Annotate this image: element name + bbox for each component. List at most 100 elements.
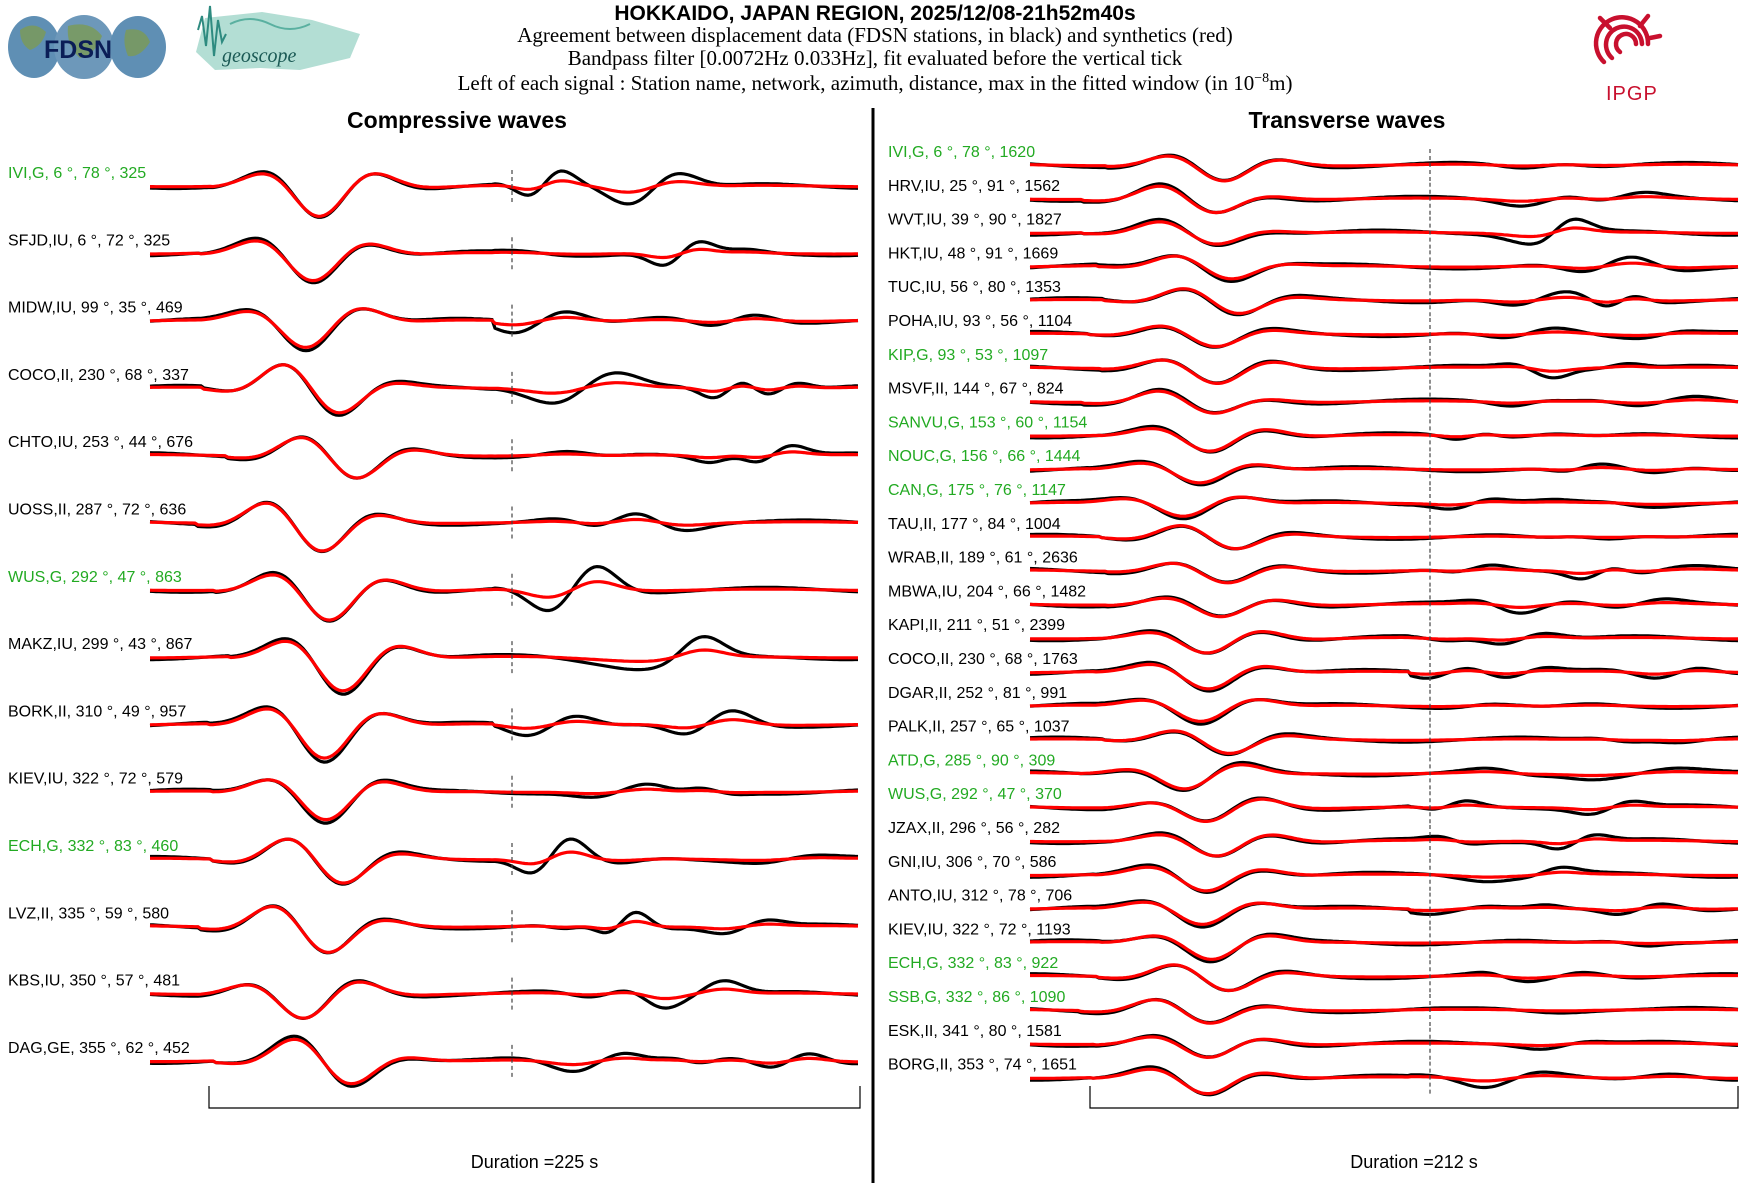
transverse-panel-title: Transverse waves (1249, 107, 1446, 133)
fdsn-logo: FDSN (8, 15, 166, 79)
station-label: ECH,G, 332 °, 83 °, 460 (8, 838, 178, 855)
synthetic-trace (150, 239, 858, 283)
synthetic-trace (149, 363, 858, 415)
station-trace-poha-iu: POHA,IU, 93 °, 56 °, 1104 (888, 313, 1738, 350)
station-trace-wus-g: WUS,G, 292 °, 47 °, 863 (8, 564, 859, 623)
station-label: DAG,GE, 355 °, 62 °, 452 (8, 1040, 190, 1057)
synthetic-trace (1030, 254, 1739, 281)
station-trace-kiev-iu: KIEV,IU, 322 °, 72 °, 579 (8, 771, 859, 825)
station-trace-borg-ii: BORG,II, 353 °, 74 °, 1651 (888, 1057, 1739, 1097)
transverse-waves-panel: Transverse waves IVI,G, 6 °, 78 °, 1620 HR… (888, 107, 1739, 1172)
synthetic-trace (150, 980, 858, 1020)
station-trace-palk-ii: PALK,II, 257 °, 65 °, 1037 (888, 719, 1739, 757)
synthetic-trace (149, 573, 858, 622)
synthetic-trace (1030, 963, 1738, 993)
station-label: WUS,G, 292 °, 47 °, 863 (8, 569, 182, 586)
station-label: CAN,G, 175 °, 76 °, 1147 (888, 482, 1066, 499)
station-trace-atd-g: ATD,G, 285 °, 90 °, 309 (888, 752, 1739, 793)
station-trace-coco-ii: COCO,II, 230 °, 68 °, 337 (8, 363, 859, 417)
synthetic-trace (1030, 763, 1738, 791)
duration-bracket (1089, 1086, 1739, 1109)
station-label: TUC,IU, 56 °, 80 °, 1353 (888, 279, 1061, 296)
station-trace-tau-ii: TAU,II, 177 °, 84 °, 1004 (888, 516, 1739, 553)
synthetic-trace (1030, 729, 1738, 755)
station-label: POHA,IU, 93 °, 56 °, 1104 (888, 313, 1072, 330)
station-trace-wvt-iu: WVT,IU, 39 °, 90 °, 1827 (888, 212, 1739, 249)
synthetic-trace (1029, 596, 1738, 619)
station-trace-wrab-ii: WRAB,II, 189 °, 61 °, 2636 (888, 550, 1739, 587)
synthetic-trace (150, 837, 858, 885)
station-label: COCO,II, 230 °, 68 °, 1763 (888, 651, 1078, 668)
station-trace-ivi-g: IVI,G, 6 °, 78 °, 1620 (888, 144, 1739, 183)
synthetic-trace (150, 1037, 858, 1086)
synthetic-trace (149, 707, 858, 760)
synthetic-trace (1029, 934, 1739, 961)
duration-label: Duration =225 s (471, 1152, 599, 1172)
station-label: KAPI,II, 211 °, 51 °, 2399 (888, 617, 1065, 634)
station-label: ECH,G, 332 °, 83 °, 922 (888, 955, 1058, 972)
station-trace-ech-g: ECH,G, 332 °, 83 °, 460 (8, 837, 859, 886)
station-trace-ssb-g: SSB,G, 332 °, 86 °, 1090 (888, 989, 1739, 1026)
synthetic-trace (1029, 389, 1739, 415)
geoscope-logo: geoscope (196, 5, 360, 70)
station-label: IVI,G, 6 °, 78 °, 325 (8, 165, 146, 182)
station-label: WUS,G, 292 °, 47 °, 370 (888, 786, 1062, 803)
station-label: SFJD,IU, 6 °, 72 °, 325 (8, 232, 170, 249)
station-trace-anto-iu: ANTO,IU, 312 °, 78 °, 706 (888, 888, 1739, 929)
duration-label: Duration =212 s (1350, 1152, 1478, 1172)
figure-title: HOKKAIDO, JAPAN REGION, 2025/12/08-21h52… (614, 2, 1135, 25)
station-trace-kip-g: KIP,G, 93 °, 53 °, 1097 (888, 347, 1739, 385)
station-label: ESK,II, 341 °, 80 °, 1581 (888, 1023, 1062, 1040)
station-trace-kiev-iu: KIEV,IU, 322 °, 72 °, 1193 (888, 921, 1739, 964)
fdsn-logo-text: FDSN (44, 36, 112, 64)
station-label: BORG,II, 353 °, 74 °, 1651 (888, 1057, 1077, 1074)
station-trace-dag-ge: DAG,GE, 355 °, 62 °, 452 (8, 1034, 858, 1088)
data-trace (1029, 697, 1739, 726)
station-trace-msvf-ii: MSVF,II, 144 °, 67 °, 824 (888, 381, 1739, 418)
data-trace (1029, 254, 1739, 284)
station-label: MIDW,IU, 99 °, 35 °, 469 (8, 300, 183, 317)
station-trace-makz-iu: MAKZ,IU, 299 °, 43 °, 867 (8, 634, 858, 696)
station-label: TAU,II, 177 °, 84 °, 1004 (888, 516, 1061, 533)
station-label: COCO,II, 230 °, 68 °, 337 (8, 367, 189, 384)
station-label: UOSS,II, 287 °, 72 °, 636 (8, 502, 186, 519)
station-label: BORK,II, 310 °, 49 °, 957 (8, 703, 186, 720)
compressive-panel-title: Compressive waves (347, 107, 567, 133)
station-label: LVZ,II, 335 °, 59 °, 580 (8, 905, 169, 922)
synthetic-trace (150, 172, 858, 218)
data-trace (149, 500, 859, 554)
synthetic-trace (1029, 184, 1739, 215)
synthetic-trace (1030, 998, 1739, 1025)
station-trace-hkt-iu: HKT,IU, 48 °, 91 °, 1669 (888, 245, 1739, 284)
data-trace (149, 564, 859, 623)
station-label: ANTO,IU, 312 °, 78 °, 706 (888, 888, 1072, 905)
synthetic-trace (1030, 154, 1739, 183)
synthetic-trace (1029, 358, 1739, 385)
station-label: HKT,IU, 48 °, 91 °, 1669 (888, 245, 1058, 262)
station-trace-gni-iu: GNI,IU, 306 °, 70 °, 586 (888, 854, 1739, 895)
synthetic-trace (1029, 495, 1738, 518)
station-trace-esk-ii: ESK,II, 341 °, 80 °, 1581 (888, 1023, 1739, 1060)
synthetic-trace (149, 501, 858, 553)
data-trace (1029, 153, 1739, 183)
data-trace (149, 307, 859, 353)
synthetic-trace (149, 307, 858, 350)
synthetic-trace (1030, 662, 1739, 691)
synthetic-trace (1029, 461, 1738, 485)
station-label: KIEV,IU, 322 °, 72 °, 579 (8, 771, 183, 788)
station-label: PALK,II, 257 °, 65 °, 1037 (888, 719, 1070, 736)
station-trace-bork-ii: BORK,II, 310 °, 49 °, 957 (8, 703, 859, 764)
station-trace-hrv-iu: HRV,IU, 25 °, 91 °, 1562 (888, 178, 1739, 215)
station-trace-chto-iu: CHTO,IU, 253 °, 44 °, 676 (8, 434, 859, 480)
synthetic-trace (1030, 324, 1738, 349)
ipgp-logo: IPGP (1593, 13, 1663, 105)
synthetic-trace (1029, 698, 1739, 723)
station-label: WRAB,II, 189 °, 61 °, 2636 (888, 550, 1078, 567)
station-label: JZAX,II, 296 °, 56 °, 282 (888, 820, 1060, 837)
station-label: GNI,IU, 306 °, 70 °, 586 (888, 854, 1057, 871)
data-trace (1029, 796, 1739, 823)
data-trace (150, 634, 858, 696)
data-trace (1029, 730, 1739, 757)
station-label: KIEV,IU, 322 °, 72 °, 1193 (888, 921, 1071, 938)
